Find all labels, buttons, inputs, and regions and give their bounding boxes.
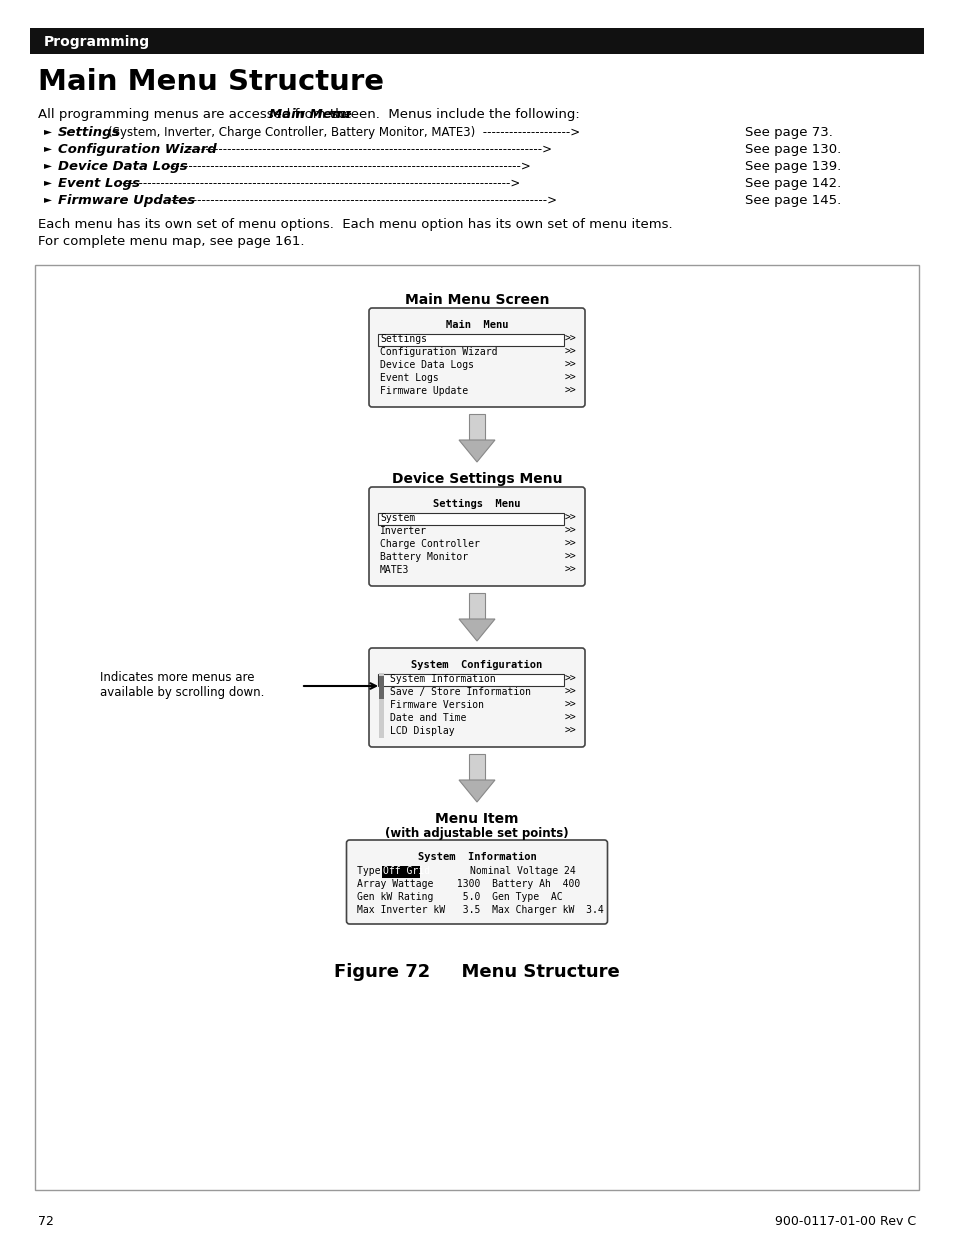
Text: >>: >>	[563, 726, 576, 736]
Text: Configuration Wizard: Configuration Wizard	[58, 143, 216, 156]
Text: System Information: System Information	[390, 674, 496, 684]
Text: System  Information: System Information	[417, 852, 536, 862]
Text: Firmware Update: Firmware Update	[379, 387, 468, 396]
Text: System: System	[379, 513, 415, 522]
FancyBboxPatch shape	[369, 308, 584, 408]
Text: ►: ►	[44, 126, 52, 136]
Text: Device Settings Menu: Device Settings Menu	[392, 472, 561, 487]
Text: ►: ►	[44, 194, 52, 204]
Text: >>: >>	[563, 347, 576, 357]
Text: Menu Item: Menu Item	[435, 811, 518, 826]
Text: LCD Display: LCD Display	[390, 726, 455, 736]
Polygon shape	[458, 781, 495, 802]
Text: MATE3: MATE3	[379, 564, 409, 576]
Text: ►: ►	[44, 143, 52, 153]
Text: (System, Inverter, Charge Controller, Battery Monitor, MATE3)  -----------------: (System, Inverter, Charge Controller, Ba…	[109, 126, 580, 140]
Text: Battery Monitor: Battery Monitor	[379, 552, 468, 562]
FancyBboxPatch shape	[35, 266, 918, 1191]
Text: >>: >>	[563, 687, 576, 697]
Text: ►: ►	[44, 177, 52, 186]
Text: (with adjustable set points): (with adjustable set points)	[385, 827, 568, 840]
Text: Event Logs: Event Logs	[58, 177, 140, 190]
Text: Firmware Version: Firmware Version	[390, 700, 483, 710]
Polygon shape	[458, 619, 495, 641]
Bar	[469, 755, 484, 781]
Bar	[30, 28, 923, 54]
Bar	[469, 414, 484, 440]
FancyBboxPatch shape	[369, 487, 584, 585]
Text: Gen kW Rating     5.0  Gen Type  AC: Gen kW Rating 5.0 Gen Type AC	[357, 892, 562, 902]
Text: Max Inverter kW   3.5  Max Charger kW  3.4: Max Inverter kW 3.5 Max Charger kW 3.4	[357, 905, 603, 915]
Text: >>: >>	[563, 700, 576, 710]
Text: ►: ►	[44, 161, 52, 170]
Text: Main Menu: Main Menu	[269, 107, 350, 121]
Text: Type: Type	[357, 866, 393, 876]
Bar	[377, 513, 563, 525]
Text: Settings  Menu: Settings Menu	[433, 499, 520, 509]
Text: --------------------------------------------------------------------------------: ----------------------------------------…	[121, 177, 519, 190]
Text: All programming menus are accessed from the: All programming menus are accessed from …	[38, 107, 355, 121]
Text: >>: >>	[563, 373, 576, 383]
Text: >>: >>	[563, 359, 576, 370]
Text: Main Menu Screen: Main Menu Screen	[404, 293, 549, 308]
Text: >>: >>	[563, 564, 576, 576]
Text: Nominal Voltage 24: Nominal Voltage 24	[423, 866, 576, 876]
Text: --------------------------------------------------------------------------------: ----------------------------------------…	[158, 161, 530, 173]
Text: Settings: Settings	[379, 333, 427, 345]
Polygon shape	[458, 440, 495, 462]
Text: Indicates more menus are
available by scrolling down.: Indicates more menus are available by sc…	[100, 671, 264, 699]
Text: >>: >>	[563, 713, 576, 722]
Bar	[382, 866, 420, 878]
Text: >>: >>	[563, 674, 576, 684]
Text: Each menu has its own set of menu options.  Each menu option has its own set of : Each menu has its own set of menu option…	[38, 219, 672, 231]
Text: See page 139.: See page 139.	[744, 161, 841, 173]
Text: Configuration Wizard: Configuration Wizard	[379, 347, 497, 357]
Text: >>: >>	[563, 333, 576, 345]
Text: Date and Time: Date and Time	[390, 713, 466, 722]
Text: For complete menu map, see page 161.: For complete menu map, see page 161.	[38, 235, 304, 248]
Text: Save / Store Information: Save / Store Information	[390, 687, 531, 697]
Text: 72: 72	[38, 1215, 53, 1228]
Text: Off Grid: Off Grid	[383, 866, 430, 876]
Text: Figure 72     Menu Structure: Figure 72 Menu Structure	[334, 963, 619, 981]
Text: Device Data Logs: Device Data Logs	[379, 359, 474, 370]
Text: screen.  Menus include the following:: screen. Menus include the following:	[327, 107, 579, 121]
Text: Event Logs: Event Logs	[379, 373, 438, 383]
Text: >>: >>	[563, 538, 576, 550]
Text: >>: >>	[563, 526, 576, 536]
FancyBboxPatch shape	[369, 648, 584, 747]
Bar	[377, 674, 563, 685]
Text: Main  Menu: Main Menu	[445, 320, 508, 330]
Text: --------------------------------------------------------------------------------: ----------------------------------------…	[158, 194, 557, 207]
FancyBboxPatch shape	[346, 840, 607, 924]
Text: >>: >>	[563, 387, 576, 396]
Text: See page 145.: See page 145.	[744, 194, 841, 207]
Text: Main Menu Structure: Main Menu Structure	[38, 68, 384, 96]
Text: Settings: Settings	[58, 126, 120, 140]
Text: Programming: Programming	[44, 35, 150, 49]
Bar	[377, 333, 563, 346]
Text: See page 130.: See page 130.	[744, 143, 841, 156]
Text: Inverter: Inverter	[379, 526, 427, 536]
Text: Charge Controller: Charge Controller	[379, 538, 479, 550]
Bar	[378, 677, 384, 699]
Text: See page 73.: See page 73.	[744, 126, 832, 140]
Text: System  Configuration: System Configuration	[411, 659, 542, 671]
Text: Firmware Updates: Firmware Updates	[58, 194, 195, 207]
Text: Array Wattage    1300  Battery Ah  400: Array Wattage 1300 Battery Ah 400	[357, 879, 580, 889]
Bar	[469, 593, 484, 619]
Text: Device Data Logs: Device Data Logs	[58, 161, 188, 173]
Text: --------------------------------------------------------------------------------: ----------------------------------------…	[184, 143, 552, 156]
Text: See page 142.: See page 142.	[744, 177, 841, 190]
Text: >>: >>	[563, 552, 576, 562]
Text: >>: >>	[563, 513, 576, 522]
Bar	[378, 673, 384, 739]
Text: 900-0117-01-00 Rev C: 900-0117-01-00 Rev C	[774, 1215, 915, 1228]
